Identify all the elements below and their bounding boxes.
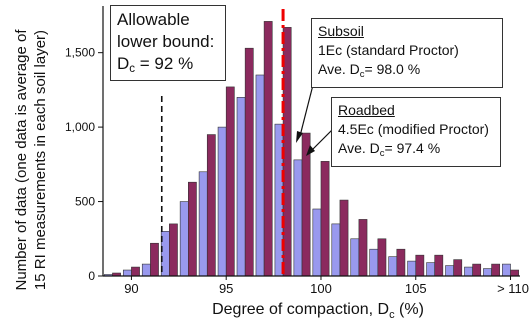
bar-roadbed-99 [293,159,303,277]
x-tick-label-105: 105 [405,281,427,296]
bar-roadbed-101 [331,223,341,277]
bar-subsoil-95 [225,86,235,277]
bar-subsoil-99 [301,132,311,277]
lower-bound-line-3: Dc = 92 % [117,54,194,76]
bar-roadbed-107 [445,265,454,277]
y-tick-label-500: 500 [75,195,95,209]
callout-arrows-layer [296,80,333,156]
bar-subsoil-100 [320,161,330,277]
bar-roadbed-97 [255,74,265,277]
bar-roadbed-108 [464,266,473,277]
bar-roadbed-93 [179,201,189,277]
bar-roadbed-104 [388,256,398,277]
bar-roadbed-90 [122,269,132,277]
axes-layer [102,6,520,277]
x-tick-label-100: 100 [310,281,332,296]
roadbed-callout: Roadbed 4.5Ec (modified Proctor) Ave. Dc… [331,97,501,167]
x-tick-label-95: 95 [219,281,233,296]
bar-subsoil-105 [415,254,425,277]
bar-subsoil-92 [169,223,178,277]
bar-subsoil-94 [206,134,216,277]
bar-roadbed-103 [369,248,379,277]
lower-bound-callout: Allowable lower bound: Dc = 92 % [110,5,226,81]
lower-bound-line-2: lower bound: [117,32,215,51]
bar-subsoil-96 [244,47,254,277]
roadbed-callout-leader [310,129,333,152]
bar-subsoil-107 [453,259,463,277]
roadbed-callout-arrowhead [306,145,315,156]
subsoil-title: Subsoil [318,23,364,39]
lower-bound-line-1: Allowable [117,10,190,29]
subsoil-method: 1Ec (standard Proctor) [318,42,459,58]
bar-subsoil-104 [396,248,406,277]
x-tick-label-90: 90 [124,281,138,296]
bar-roadbed-102 [350,238,360,277]
bar-roadbed-100 [312,208,322,277]
bar-subsoil-93 [188,181,197,277]
bar-subsoil-108 [472,263,482,277]
bars-layer [104,21,519,277]
reference-lines-layer [160,9,285,276]
y-tick-label-1500: 1,500 [65,46,95,60]
roadbed-method: 4.5Ec (modified Proctor) [338,121,489,137]
subsoil-callout: Subsoil 1Ec (standard Proctor) Ave. Dc= … [311,18,503,88]
bar-roadbed-109 [483,268,492,277]
bar-roadbed-105 [407,260,417,277]
bar-subsoil-97 [263,21,273,277]
roadbed-title: Roadbed [338,102,395,118]
y-tick-label-1000: 1,000 [65,120,95,134]
bar-roadbed-110 [502,263,511,277]
x-tick-label-110: > 110 [497,281,529,296]
bar-subsoil-102 [358,219,368,277]
bar-subsoil-109 [491,263,501,277]
y-axis-title-line-2: 15 RI measurements in each soil layer) [32,30,49,290]
subsoil-callout-arrowhead [296,131,303,143]
bar-subsoil-101 [339,199,349,277]
roadbed-average: Ave. Dc= 97.4 % [338,140,441,159]
subsoil-callout-leader [299,80,315,137]
bar-subsoil-110 [510,269,519,277]
bar-roadbed-106 [426,262,435,277]
bar-roadbed-94 [198,171,208,277]
bar-subsoil-90 [131,266,140,277]
bar-subsoil-103 [377,238,387,277]
subsoil-average: Ave. Dc= 98.0 % [318,61,421,80]
y-axis-title-line-1: Number of data (one data is average of [13,29,30,291]
bar-roadbed-96 [236,97,246,277]
bar-roadbed-91 [141,263,151,277]
bar-subsoil-106 [434,254,444,277]
y-tick-label-0: 0 [88,269,95,283]
bar-subsoil-91 [150,242,159,277]
tick-labels-layer: 0 500 1,000 1,500 90 95 100 105 > 110 [65,46,529,296]
x-axis-title: Degree of compaction, Dc (%) [212,301,424,321]
bar-roadbed-95 [217,126,227,277]
